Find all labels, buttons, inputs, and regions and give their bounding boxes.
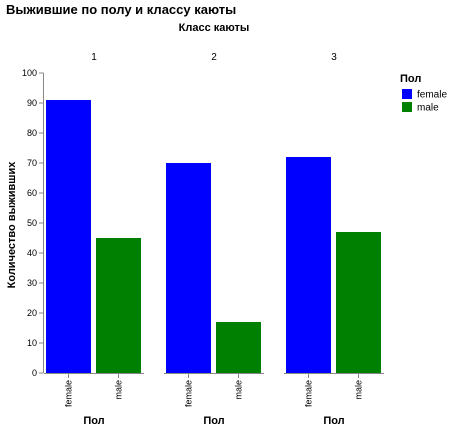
y-tick-label-70: 70 xyxy=(27,158,37,168)
legend-label-female: female xyxy=(417,90,447,101)
x-tick-label-3-male: male xyxy=(354,380,364,400)
y-tick-label-90: 90 xyxy=(27,98,37,108)
y-tick-label-40: 40 xyxy=(27,248,37,258)
bar-1-female xyxy=(46,100,91,373)
y-tick-label-20: 20 xyxy=(27,308,37,318)
facet-panel-2: 2 female male Пол xyxy=(164,52,264,427)
facet-panel-3: 3 female male Пол xyxy=(284,52,384,427)
facet-label-2: 2 xyxy=(211,52,217,63)
chart-title: Выжившие по полу и классу каюты xyxy=(6,2,236,17)
y-tick-label-10: 10 xyxy=(27,338,37,348)
y-tick-label-0: 0 xyxy=(32,368,37,378)
legend: Пол female male xyxy=(400,73,447,114)
bar-2-female xyxy=(166,163,211,373)
x-axis-title-2: Пол xyxy=(203,415,224,427)
x-tick-label-3-female: female xyxy=(304,380,314,407)
y-tick-label-30: 30 xyxy=(27,278,37,288)
facet-label-1: 1 xyxy=(91,52,97,63)
x-axis-title-1: Пол xyxy=(83,415,104,427)
x-tick-label-2-female: female xyxy=(184,380,194,407)
legend-label-male: male xyxy=(417,103,439,114)
legend-swatch-female xyxy=(402,89,412,99)
x-tick-label-1-male: male xyxy=(114,380,124,400)
bar-3-female xyxy=(286,157,331,373)
bar-1-male xyxy=(96,238,141,373)
legend-title: Пол xyxy=(400,73,421,85)
x-tick-label-2-male: male xyxy=(234,380,244,400)
y-axis-title: Количество выживших xyxy=(6,161,18,289)
x-tick-label-1-female: female xyxy=(64,380,74,407)
bar-2-male xyxy=(216,322,261,373)
legend-swatch-male xyxy=(402,102,412,112)
x-axis-title-3: Пол xyxy=(323,415,344,427)
y-tick-label-80: 80 xyxy=(27,128,37,138)
y-tick-label-50: 50 xyxy=(27,218,37,228)
y-tick-label-60: 60 xyxy=(27,188,37,198)
facet-title: Класс каюты xyxy=(179,22,250,34)
y-tick-label-100: 100 xyxy=(22,68,37,78)
bar-3-male xyxy=(336,232,381,373)
facet-label-3: 3 xyxy=(331,52,337,63)
